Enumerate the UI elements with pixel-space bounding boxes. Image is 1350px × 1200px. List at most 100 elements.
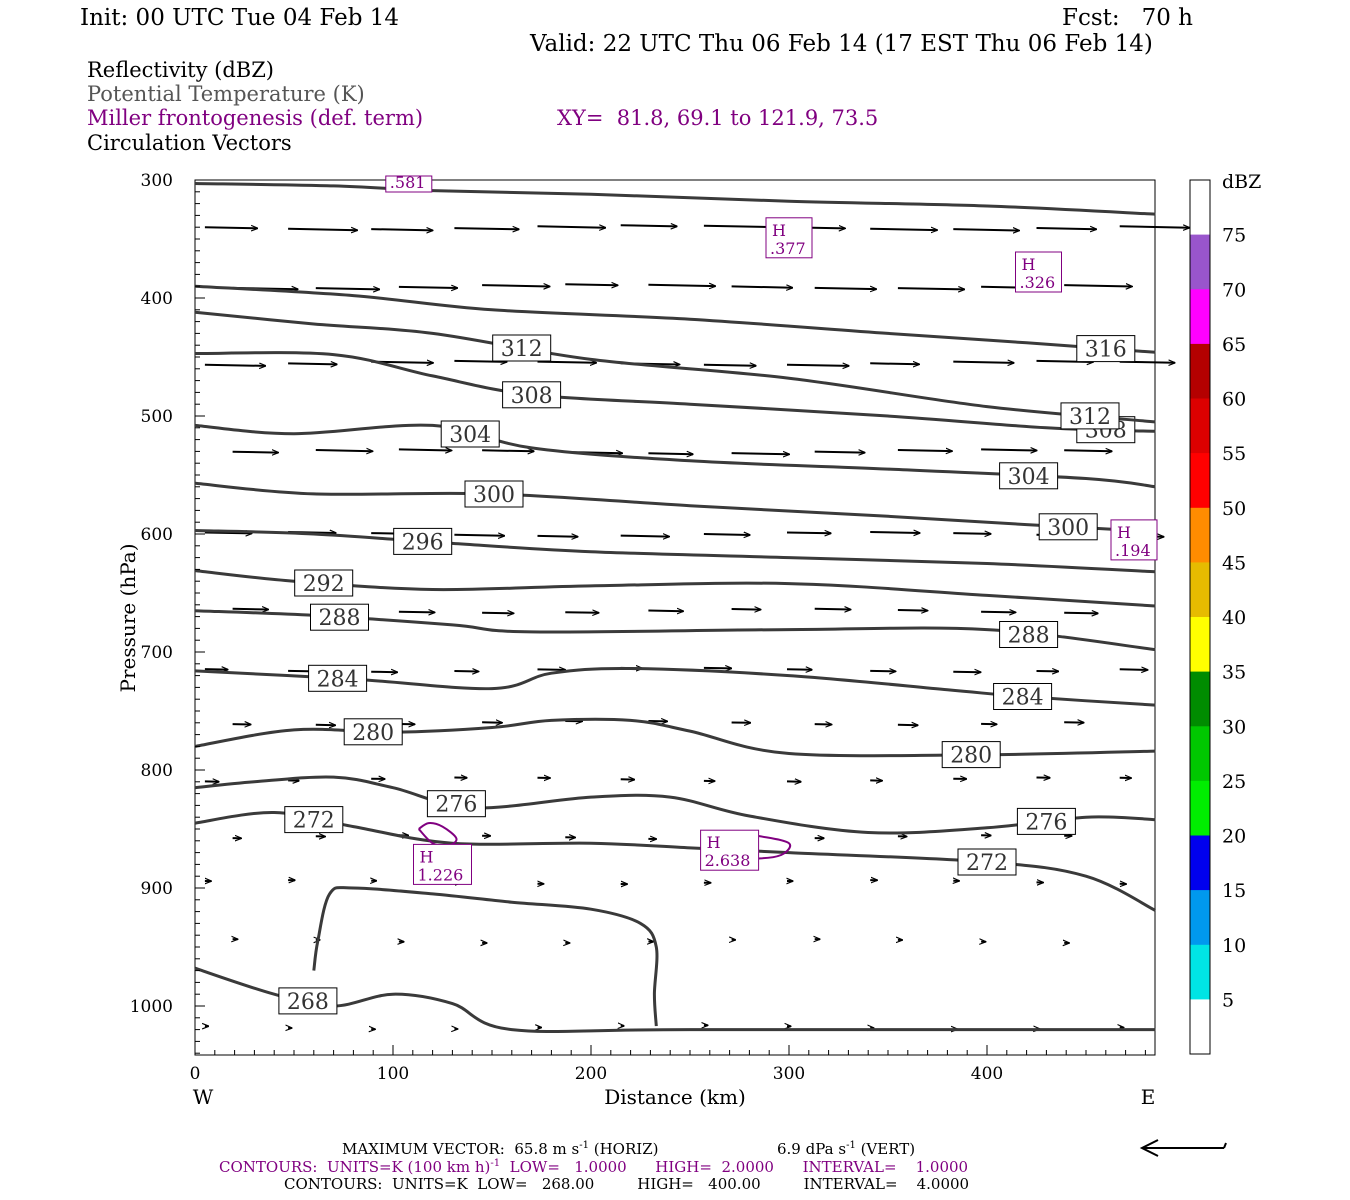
- contour-label-box: [1060, 402, 1120, 430]
- init-time: Init: 00 UTC Tue 04 Feb 14: [80, 5, 400, 31]
- circulation-vector: [1064, 450, 1112, 451]
- contour-label: 280: [352, 721, 394, 746]
- frontogenesis-contour-info: CONTOURS: UNITS=K (100 km h)-1 LOW= 1.00…: [219, 1158, 969, 1176]
- contour-label-box: [502, 381, 562, 409]
- max-vertical-text: 6.9 dPa s-1 (VERT): [777, 1140, 916, 1158]
- frontogenesis-max-label: H: [420, 847, 434, 866]
- circulation-vector: [1036, 228, 1097, 229]
- contour-label: 276: [435, 793, 477, 818]
- circulation-vector: [897, 288, 965, 289]
- contour-label-box: [393, 527, 453, 555]
- circulation-vector: [870, 671, 895, 672]
- frontogenesis-max-value: .326: [1020, 273, 1056, 292]
- theta-contour-info: CONTOURS: UNITS=K LOW= 268.00 HIGH= 400.…: [284, 1175, 970, 1193]
- y-tick-label: 400: [141, 289, 173, 309]
- frontogenesis-max-value: 1.226: [418, 865, 464, 884]
- colorbar-tick-label: 60: [1222, 389, 1246, 411]
- contour-label: 268: [287, 990, 329, 1015]
- colorbar-tick-label: 15: [1222, 880, 1246, 902]
- frontogenesis-max-box: [1015, 251, 1062, 293]
- circulation-vector: [232, 609, 269, 610]
- circulation-vector: [454, 535, 504, 536]
- contour-label: 304: [1008, 465, 1050, 490]
- circulation-vector: [371, 672, 397, 673]
- max-vector-arrowhead: [1139, 1139, 1159, 1157]
- circulation-vector: [953, 362, 1014, 363]
- colorbar-tick-label: 50: [1222, 498, 1246, 520]
- y-tick-label: 300: [141, 171, 173, 191]
- y-tick-label: 500: [141, 407, 173, 427]
- frontogenesis-max-value: 2.638: [705, 851, 751, 870]
- colorbar-segment: [1190, 289, 1210, 345]
- colorbar-tick-label: 75: [1222, 225, 1246, 247]
- contour-label: 316: [1085, 338, 1127, 363]
- circulation-vector: [620, 225, 677, 226]
- colorbar-segment: [1190, 180, 1210, 236]
- colorbar-tick-label: 20: [1222, 826, 1246, 848]
- contour-label: 308: [511, 384, 553, 409]
- circulation-vector: [1064, 613, 1098, 614]
- colorbar-segment: [1190, 726, 1210, 782]
- contour-label: 284: [1002, 686, 1044, 711]
- circulation-vector: [565, 612, 598, 613]
- max-vector-tail-tick: [1223, 1142, 1227, 1149]
- contour-label-box: [308, 664, 368, 692]
- contour-label-box: [941, 741, 1001, 769]
- y-tick-label: 600: [141, 525, 173, 545]
- circulation-vector: [786, 533, 831, 534]
- frontogenesis-max-label: H: [1117, 523, 1131, 542]
- legend-reflectivity: Reflectivity (dBZ): [87, 58, 275, 82]
- x-tick-label: 0: [190, 1064, 201, 1084]
- circulation-vector: [1064, 285, 1132, 286]
- valid-time: Valid: 22 UTC Thu 06 Feb 14 (17 EST Thu …: [530, 31, 1153, 57]
- theta-contour: [194, 310, 1156, 424]
- circulation-vector: [731, 453, 790, 454]
- contour-label-box: [1016, 807, 1076, 835]
- frontogenesis-max-box: [765, 217, 813, 259]
- contour-label: 288: [1008, 624, 1050, 649]
- circulation-vector: [870, 363, 919, 364]
- contour-label: 312: [501, 337, 543, 362]
- circulation-vector: [482, 450, 534, 451]
- circulation-vector: [870, 229, 937, 230]
- circulation-vector: [953, 533, 991, 534]
- contour-label: 292: [303, 572, 345, 597]
- colorbar-unit: dBZ: [1222, 171, 1261, 193]
- theta-contour-coldpool: [312, 886, 659, 1027]
- max-vector-text: MAXIMUM VECTOR: 65.8 m s-1 (HORIZ): [342, 1140, 659, 1158]
- theta-contour: [194, 481, 1156, 534]
- circulation-vector: [454, 671, 478, 672]
- contour-label: 284: [317, 667, 359, 692]
- circulation-vector: [703, 365, 756, 366]
- circulation-vector: [315, 450, 373, 451]
- circulation-vector: [897, 610, 928, 611]
- circulation-vector: [288, 363, 337, 364]
- contour-label-box: [278, 987, 338, 1015]
- circulation-vector: [648, 611, 683, 612]
- circulation-vector: [482, 613, 513, 614]
- circulation-vector: [537, 362, 597, 363]
- theta-contour: [194, 182, 1156, 216]
- cross-section-endpoints: XY= 81.8, 69.1 to 121.9, 73.5: [557, 106, 879, 130]
- circulation-vector: [648, 453, 693, 454]
- axes: 0 100 200 300 400 300 400 500 600 700 800 900 1000: [130, 171, 1146, 1084]
- contour-label-box: [343, 718, 403, 746]
- theta-contour: [194, 284, 1156, 354]
- colorbar-segment: [1190, 453, 1210, 509]
- frontogenesis-max-box: [700, 829, 760, 871]
- colorbar-tick-label: 25: [1222, 771, 1246, 793]
- x-tick-label: 400: [971, 1064, 1003, 1084]
- contour-label: 276: [1025, 810, 1067, 835]
- colorbar-tick-label: 35: [1222, 662, 1246, 684]
- circulation-vector: [1119, 226, 1190, 227]
- legend-vectors: Circulation Vectors: [87, 131, 292, 155]
- contour-label: 304: [449, 423, 491, 448]
- circulation-vector: [315, 288, 380, 289]
- circulation-vector: [537, 669, 566, 670]
- frontogenesis-max-value: .581: [390, 173, 426, 192]
- y-tick-label: 800: [141, 761, 173, 781]
- frontogenesis-max-value: .194: [1115, 541, 1151, 560]
- circulation-vector: [814, 609, 851, 610]
